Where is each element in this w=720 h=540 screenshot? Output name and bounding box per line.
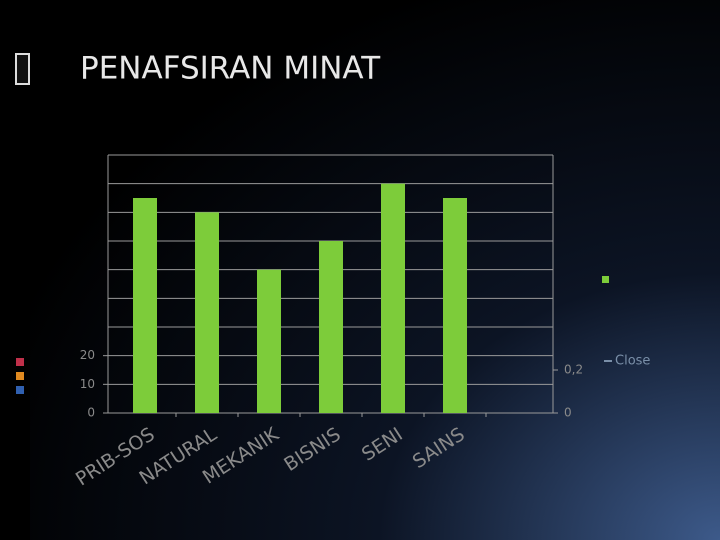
bar [443, 198, 467, 413]
bar [195, 212, 219, 413]
slide-title: PENAFSIRAN MINAT [80, 51, 381, 87]
legend-swatch [602, 276, 609, 283]
decor-square [16, 386, 24, 394]
y-tick-label: 20 [80, 348, 95, 362]
decor-square [16, 358, 24, 366]
legend-label: Close [615, 354, 650, 369]
decor-square [16, 372, 24, 380]
y-tick-label: 0 [87, 406, 95, 420]
bar [257, 269, 281, 413]
bar [381, 183, 405, 413]
bar [133, 198, 157, 413]
bar [319, 241, 343, 413]
y-tick-label: 10 [80, 377, 95, 391]
y2-tick-label: 0 [564, 406, 572, 420]
y2-tick-label: 0,2 [564, 363, 583, 377]
title-marker [15, 53, 30, 85]
